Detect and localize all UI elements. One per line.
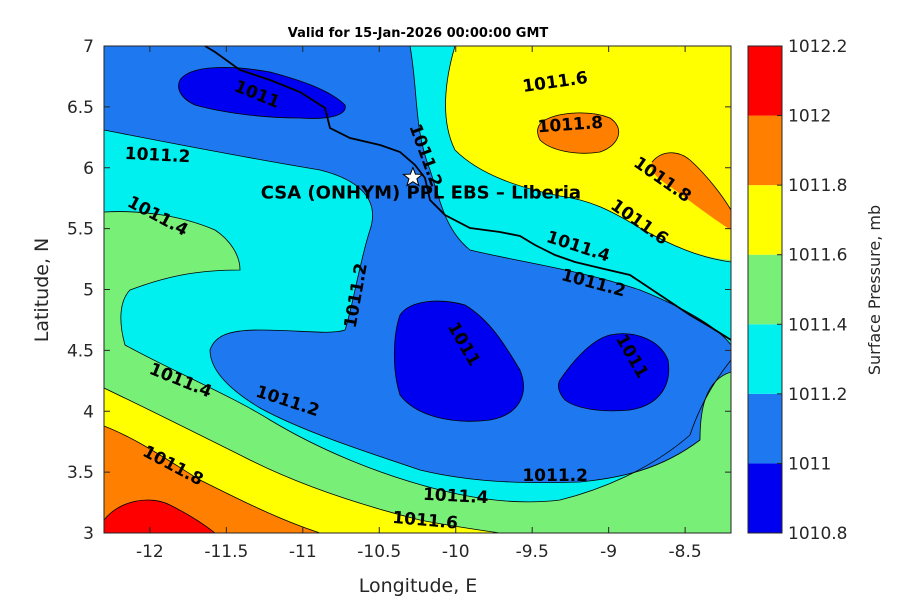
- y-tick-label: 6.5: [67, 98, 94, 118]
- y-tick-label: 5: [83, 281, 94, 301]
- site-label: CSA (ONHYM) PPL EBS – Liberia: [261, 182, 581, 203]
- colorbar-swatch: [748, 463, 782, 533]
- y-tick-label: 5.5: [67, 220, 94, 240]
- colorbar-tick-label: 1011.4: [788, 315, 847, 335]
- site-star-icon: [402, 166, 424, 187]
- x-tick-label: -11: [289, 542, 317, 562]
- y-tick-label: 6: [83, 159, 94, 179]
- y-tick-label: 3: [83, 524, 94, 544]
- colorbar-swatch: [748, 115, 782, 186]
- site-marker-group: CSA (ONHYM) PPL EBS – Liberia: [261, 166, 581, 203]
- contour-label: 1011.2: [124, 144, 191, 167]
- colorbar-tick-label: 1012: [788, 107, 831, 127]
- x-tick-label: -11.5: [204, 542, 248, 562]
- band-1010-8-nw: [178, 67, 346, 119]
- band-1010-8-c: [394, 301, 524, 422]
- y-tick-label: 4.5: [67, 341, 94, 361]
- colorbar-swatch: [748, 254, 782, 325]
- y-tick-label: 3.5: [67, 463, 94, 483]
- y-axis-label: Latitude, N: [31, 238, 53, 343]
- x-axis: -12 -11.5 -11 -10.5 -10 -9.5 -9 -8.5: [136, 46, 702, 562]
- x-tick-label: -10.5: [357, 542, 401, 562]
- y-tick-label: 4: [83, 402, 94, 422]
- colorbar-swatch: [748, 324, 782, 394]
- x-tick-label: -10: [442, 542, 470, 562]
- colorbar-swatch: [748, 46, 782, 116]
- x-tick-label: -9.5: [516, 542, 549, 562]
- colorbar-tick-label: 1012.2: [788, 37, 847, 57]
- contour-label: 1011.4: [422, 485, 489, 508]
- y-tick-label: 7: [83, 37, 94, 57]
- contour-label: 1011.2: [522, 466, 588, 486]
- x-tick-label: -12: [136, 542, 164, 562]
- band-1012-sw: [104, 500, 215, 533]
- colorbar-swatch: [748, 393, 782, 464]
- contour-field: [104, 46, 731, 533]
- colorbar-frame: [747, 45, 783, 534]
- band-1010-8-e: [558, 333, 669, 411]
- x-tick-label: -8.5: [669, 542, 702, 562]
- band-1011-8-ne-a: [537, 112, 619, 154]
- colorbar: 1010.8 1011 1011.2 1011.4 1011.6 1011.8 1012 10…: [747, 37, 847, 544]
- coastline: [204, 46, 731, 341]
- contour-label: 1011.8: [537, 113, 604, 138]
- colorbar-tick-label: 1011.2: [788, 385, 847, 405]
- colorbar-swatch: [748, 185, 782, 255]
- x-axis-label: Longitude, E: [359, 575, 478, 597]
- x-tick-label: -9: [600, 542, 617, 562]
- colorbar-label: Surface Pressure, mb: [865, 205, 884, 375]
- chart-title: Valid for 15-Jan-2026 00:00:00 GMT: [288, 26, 549, 41]
- colorbar-tick-label: 1011: [788, 454, 831, 474]
- colorbar-tick-label: 1010.8: [788, 524, 847, 544]
- y-axis: 3 3.5 4 4.5 5 5.5 6 6.5 7: [67, 37, 731, 544]
- colorbar-tick-label: 1011.6: [788, 246, 847, 266]
- band-1011-8-ne-b: [651, 152, 731, 230]
- colorbar-tick-label: 1011.8: [788, 176, 847, 196]
